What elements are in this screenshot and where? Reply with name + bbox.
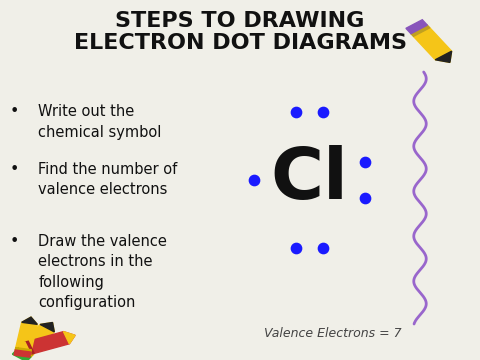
Text: •: • (10, 162, 19, 177)
Text: Draw the valence
electrons in the
following
configuration: Draw the valence electrons in the follow… (38, 234, 167, 310)
Polygon shape (28, 332, 75, 354)
Text: Cl: Cl (271, 145, 348, 215)
Polygon shape (15, 348, 31, 352)
Polygon shape (411, 25, 430, 36)
Text: Write out the
chemical symbol: Write out the chemical symbol (38, 104, 162, 140)
Polygon shape (435, 51, 452, 62)
Point (361, 195, 369, 201)
Text: STEPS TO DRAWING
ELECTRON DOT DIAGRAMS: STEPS TO DRAWING ELECTRON DOT DIAGRAMS (73, 11, 407, 53)
Text: •: • (10, 234, 19, 249)
Polygon shape (40, 323, 54, 332)
Polygon shape (12, 350, 31, 360)
Text: Find the number of
valence electrons: Find the number of valence electrons (38, 162, 178, 197)
Polygon shape (406, 20, 427, 34)
Polygon shape (18, 342, 31, 356)
Polygon shape (22, 317, 37, 324)
Point (292, 246, 300, 251)
Point (319, 246, 327, 251)
Polygon shape (19, 323, 54, 355)
Polygon shape (16, 317, 37, 350)
Point (251, 177, 258, 183)
Point (292, 109, 300, 114)
Polygon shape (17, 347, 33, 357)
Polygon shape (14, 350, 31, 357)
Polygon shape (413, 28, 452, 62)
Point (319, 109, 327, 114)
Text: Valence Electrons = 7: Valence Electrons = 7 (264, 327, 402, 340)
Polygon shape (63, 332, 75, 344)
Polygon shape (25, 341, 34, 354)
Point (361, 159, 369, 165)
Text: •: • (10, 104, 19, 120)
